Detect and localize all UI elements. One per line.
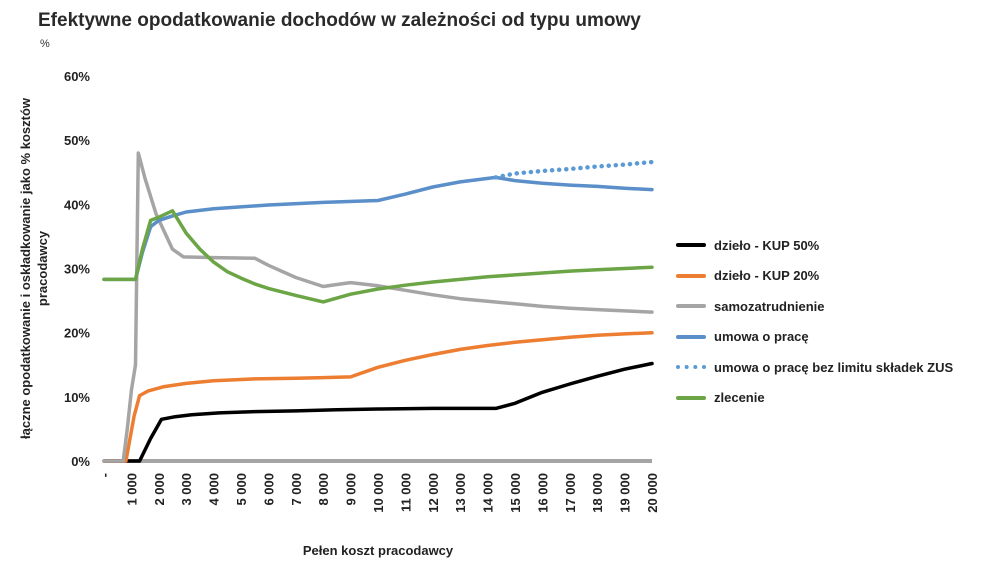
x-tick-label: 4 000 — [207, 473, 222, 506]
legend-item: dzieło - KUP 50% — [676, 230, 953, 261]
y-tick-label: 0% — [71, 454, 90, 469]
legend-label: umowa o pracę — [714, 329, 809, 345]
x-tick-label: 11 000 — [398, 473, 413, 512]
x-tick-label: 12 000 — [426, 473, 441, 513]
x-tick-label: 19 000 — [618, 473, 633, 513]
series-line-3 — [102, 175, 654, 282]
x-tick-label: 18 000 — [590, 473, 605, 513]
y-tick-label: 10% — [64, 390, 90, 405]
series-line-2 — [102, 151, 654, 463]
series-line-0 — [102, 361, 654, 463]
series-line-5 — [102, 209, 654, 304]
y-tick-label: 60% — [64, 69, 90, 84]
series-line-1 — [102, 330, 654, 463]
y-tick-label: 50% — [64, 133, 90, 148]
legend-label: dzieło - KUP 20% — [714, 268, 820, 284]
x-tick-label: 2 000 — [152, 473, 167, 506]
legend-label: umowa o pracę bez limitu składek ZUS — [714, 359, 954, 375]
x-tick-label: 16 000 — [535, 473, 550, 513]
chart-legend: dzieło - KUP 50% dzieło - KUP 20% samozatr… — [676, 230, 953, 413]
y-axis-label-line: łączne opodatkowanie i oskładkowanie jak… — [18, 97, 33, 439]
x-tick-label: 5 000 — [234, 473, 249, 506]
legend-item: samozatrudnienie — [676, 291, 953, 322]
x-tick-label: 1 000 — [124, 473, 139, 506]
legend-item: dzieło - KUP 20% — [676, 261, 953, 292]
legend-label: dzieło - KUP 50% — [714, 237, 820, 253]
y-tick-label: 40% — [64, 197, 90, 212]
x-tick-label: 13 000 — [453, 473, 468, 513]
legend-label: samozatrudnienie — [714, 298, 825, 314]
x-tick-label: 3 000 — [179, 473, 194, 506]
x-tick-label: 7 000 — [289, 473, 304, 506]
x-tick-label: 17 000 — [563, 473, 578, 513]
y-tick-label: 30% — [64, 262, 90, 277]
x-tick-label: 14 000 — [481, 473, 496, 513]
legend-item: zlecenie — [676, 383, 953, 414]
series-line-4 — [493, 159, 655, 180]
legend-label: zlecenie — [714, 390, 765, 406]
x-tick-label: - — [97, 473, 112, 477]
legend-swatch — [676, 395, 706, 400]
legend-swatch — [676, 273, 706, 278]
legend-swatch — [676, 365, 706, 370]
x-tick-label: 9 000 — [344, 473, 359, 506]
unit-label: % — [40, 38, 50, 50]
x-tick-label: 20 000 — [645, 473, 660, 513]
x-tick-label: 15 000 — [508, 473, 523, 513]
legend-swatch — [676, 243, 706, 248]
chart-title: Efektywne opodatkowanie dochodów w zależ… — [38, 10, 641, 31]
x-tick-label: 10 000 — [371, 473, 386, 513]
x-tick-label: 6 000 — [261, 473, 276, 506]
legend-swatch — [676, 304, 706, 309]
legend-item: umowa o pracę bez limitu składek ZUS — [676, 352, 953, 383]
y-tick-label: 20% — [64, 326, 90, 341]
y-axis-label-line: pracodawcy — [35, 230, 50, 306]
x-tick-label: 8 000 — [316, 473, 331, 506]
legend-item: umowa o pracę — [676, 322, 953, 353]
legend-swatch — [676, 334, 706, 339]
x-axis-label: Pełen koszt pracodawcy — [303, 543, 454, 558]
